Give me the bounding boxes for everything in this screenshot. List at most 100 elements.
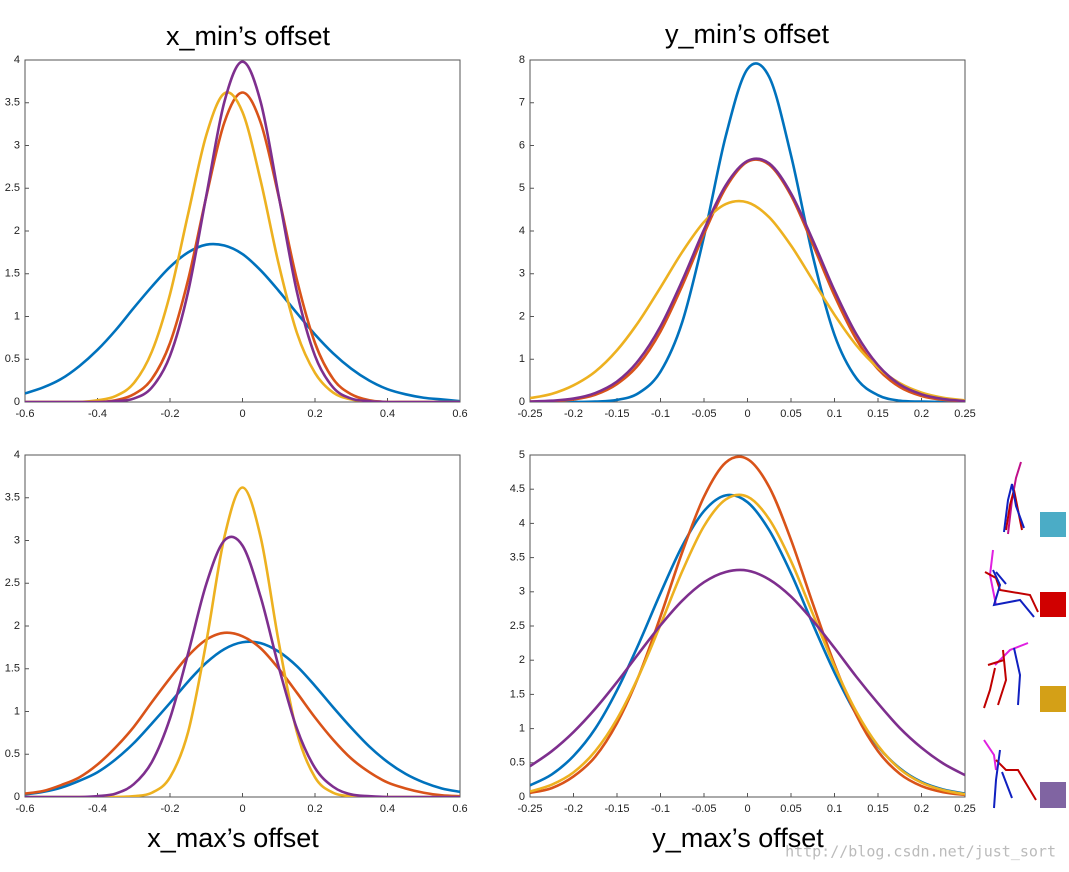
x-tick-label: -0.2 [161,408,180,420]
axes-box [529,454,966,798]
x-tick-label: -0.6 [16,408,35,420]
y-tick-label: 0 [14,396,20,408]
y-tick-label: 4 [14,54,20,66]
x-tick-label: -0.2 [161,803,180,815]
watermark: http://blog.csdn.net/just_sort [785,843,1056,861]
x-tick-label: -0.6 [16,803,35,815]
chart-title: x_min’s offset [166,21,331,51]
series-line [25,486,460,797]
series-line [25,535,460,797]
x-tick-label: -0.25 [517,408,542,420]
x-tick-label: -0.2 [564,408,583,420]
x-tick-label: 0.6 [452,408,467,420]
x-tick-label: 0.2 [914,408,929,420]
y-tick-label: 6 [519,139,525,151]
y-tick-label: 0.5 [5,353,20,365]
x-tick-label: 0 [239,408,245,420]
series-line [25,640,460,796]
x-tick-label: 0.6 [452,803,467,815]
y-tick-label: 3 [14,139,20,151]
x-tick-label: 0.2 [914,803,929,815]
y-tick-label: 2.5 [5,182,20,194]
chart-title: y_max’s offset [652,823,824,853]
series-line [25,242,460,402]
x-tick-label: 0.1 [827,803,842,815]
subplot: 0 0.5 1 1.5 2 2.5 3 3.5 4 -0.6 -0.4 -0.2 0 0.2 0.4 0.6 x… [5,21,468,420]
pose-icon [1003,461,1025,535]
y-tick-label: 4 [519,517,525,529]
subplot: 0 1 2 3 4 5 6 7 8 -0.25 -0.2 -0.15 -0.1 -0.05 0 0.05 0.1… [517,19,975,420]
x-tick-label: 0.05 [780,408,801,420]
y-tick-label: 1 [519,723,525,735]
x-tick-label: 0 [239,803,245,815]
y-tick-label: 8 [519,54,525,66]
y-tick-label: 2.5 [510,620,525,632]
y-tick-label: 3.5 [510,552,525,564]
y-tick-label: 0.5 [510,757,525,769]
y-tick-label: 2 [519,310,525,322]
x-tick-label: 0 [744,408,750,420]
y-tick-label: 1.5 [5,268,20,280]
y-tick-label: 1.5 [510,688,525,700]
x-tick-label: 0.2 [307,803,322,815]
y-tick-label: 1 [14,310,20,322]
subplot: 0 0.5 1 1.5 2 2.5 3 3.5 4 -0.6 -0.4 -0.2 0 0.2 0.4 0.6 x… [5,449,468,853]
x-tick-label: 0 [744,803,750,815]
x-tick-label: -0.15 [604,408,629,420]
x-tick-label: -0.25 [517,803,542,815]
y-tick-label: 2 [519,654,525,666]
y-tick-label: 7 [519,97,525,109]
x-tick-label: -0.4 [88,408,107,420]
y-tick-label: 4.5 [510,483,525,495]
x-tick-label: 0.25 [954,408,975,420]
y-tick-label: 0 [14,791,20,803]
series-line [530,455,965,797]
x-tick-label: -0.05 [691,803,716,815]
legend-swatch [1040,782,1066,808]
axes-box [24,454,461,798]
legend-icons [983,461,1066,809]
y-tick-label: 0 [519,791,525,803]
legend-swatch [1040,592,1066,617]
x-tick-label: -0.4 [88,803,107,815]
chart-title: x_max’s offset [147,823,319,853]
y-tick-label: 5 [519,449,525,461]
legend-swatch [1040,512,1066,537]
y-tick-label: 4 [519,225,525,237]
chart-title: y_min’s offset [665,19,830,49]
series-line [530,157,965,402]
x-tick-label: 0.4 [380,803,395,815]
y-tick-label: 2 [14,620,20,632]
y-tick-label: 2 [14,225,20,237]
y-tick-label: 1 [519,353,525,365]
series-line [530,568,965,777]
y-tick-label: 1.5 [5,663,20,675]
x-tick-label: 0.15 [867,408,888,420]
y-tick-label: 0 [519,396,525,408]
y-tick-label: 3 [14,534,20,546]
y-tick-label: 3.5 [5,492,20,504]
y-tick-label: 3.5 [5,97,20,109]
x-tick-label: -0.1 [651,803,670,815]
x-tick-label: 0.4 [380,408,395,420]
legend-swatch [1040,686,1066,712]
x-tick-label: -0.05 [691,408,716,420]
y-tick-label: 3 [519,268,525,280]
y-tick-label: 5 [519,182,525,194]
x-tick-label: -0.1 [651,408,670,420]
y-tick-label: 3 [519,586,525,598]
series-line [530,493,965,796]
x-tick-label: 0.2 [307,408,322,420]
y-tick-label: 2.5 [5,577,20,589]
x-tick-label: 0.25 [954,803,975,815]
x-tick-label: 0.05 [780,803,801,815]
pose-icon [984,549,1039,618]
x-tick-label: 0.15 [867,803,888,815]
y-tick-label: 1 [14,705,20,717]
y-tick-label: 4 [14,449,20,461]
axes-box [529,59,966,403]
x-tick-label: -0.15 [604,803,629,815]
y-tick-label: 0.5 [5,748,20,760]
series-line [25,631,460,797]
